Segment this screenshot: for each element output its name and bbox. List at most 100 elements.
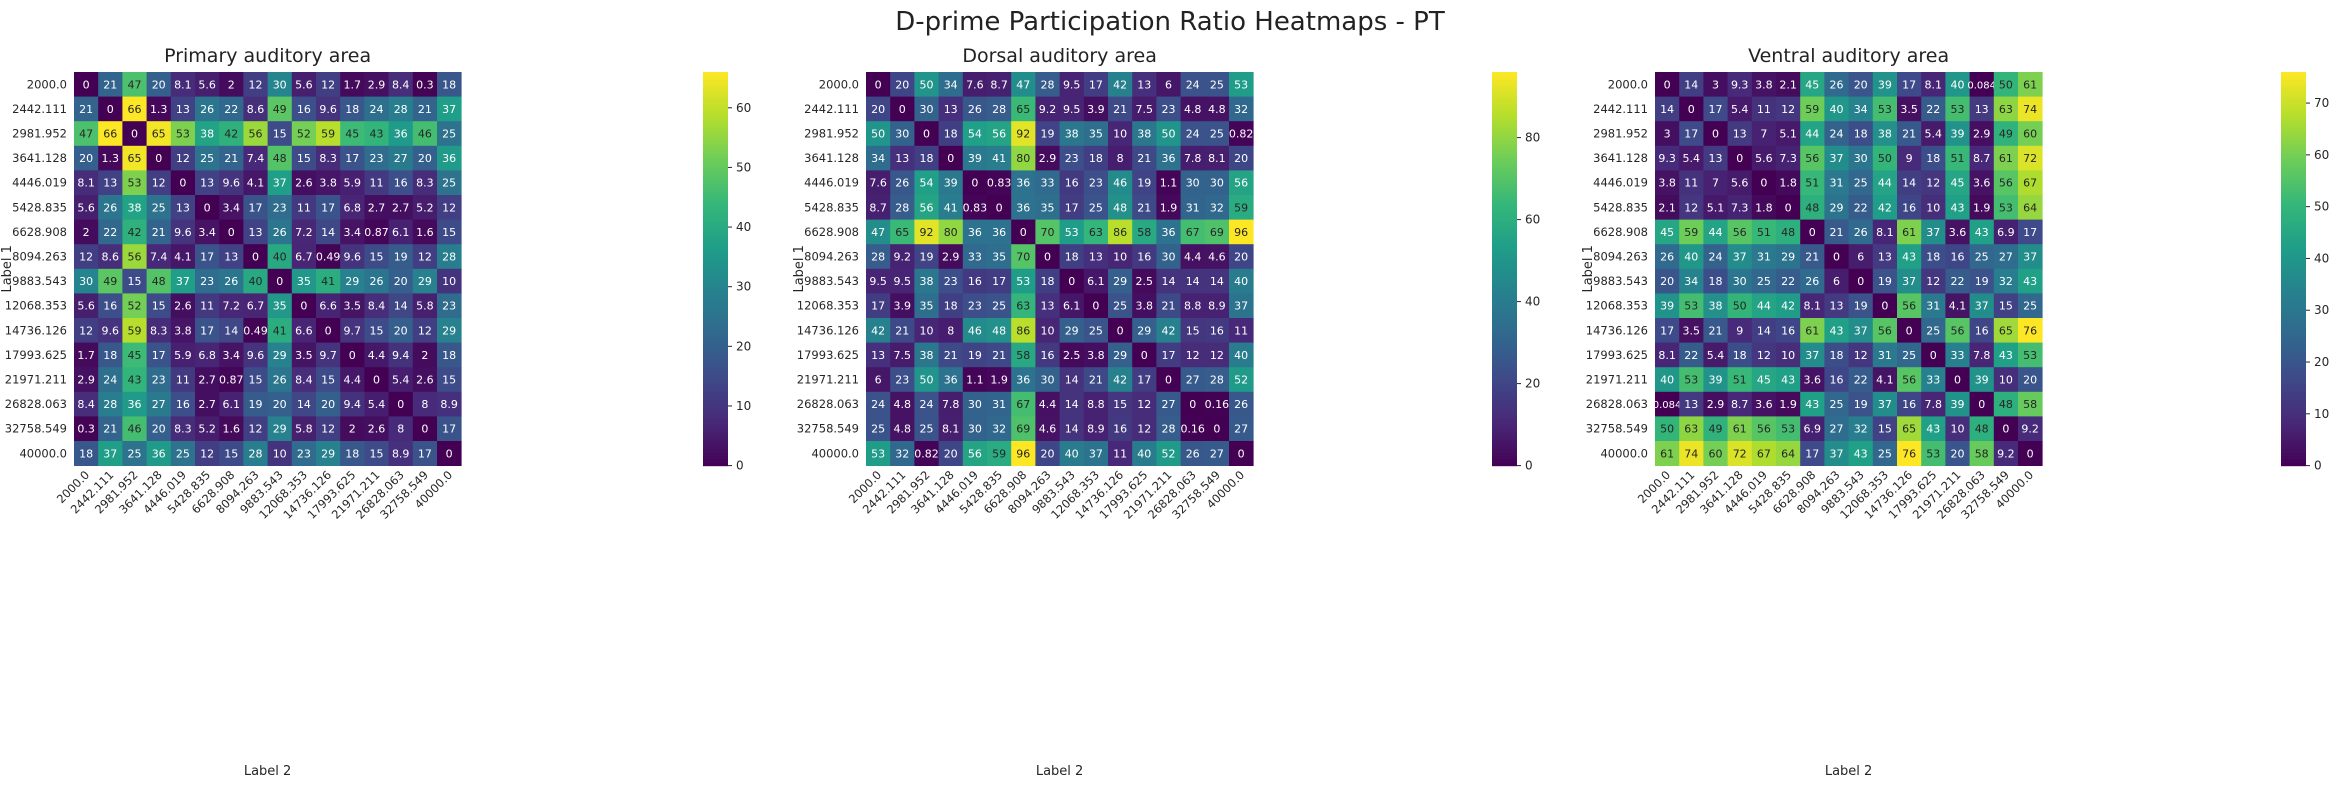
colorbar-segment [2281, 239, 2306, 244]
heatmap-cell [1679, 121, 1704, 147]
cell-value-label: 43 [1805, 398, 1819, 411]
heatmap-cell [987, 268, 1012, 294]
cell-value-label: 44 [1878, 177, 1892, 190]
cell-value-label: 6.6 [295, 324, 313, 337]
colorbar-segment [2281, 160, 2306, 165]
colorbar-segment [2281, 298, 2306, 303]
cell-value-label: 19 [1975, 275, 1989, 288]
cell-value-label: 25 [442, 128, 456, 141]
cell-value-label: 32 [1210, 201, 1224, 214]
heatmap-cell [1011, 441, 1036, 466]
colorbar-segment [1492, 357, 1517, 362]
cell-value-label: 50 [1162, 128, 1176, 141]
cell-value-label: 0 [996, 201, 1003, 214]
cell-value-label: 80 [944, 226, 958, 239]
colorbar-segment [1492, 127, 1517, 132]
colorbar-segment [2281, 268, 2306, 273]
cell-value-label: 10 [1041, 324, 1055, 337]
cell-value-label: 28 [992, 103, 1006, 116]
colorbar-segment [703, 311, 728, 316]
heatmap-cell [1993, 244, 2019, 270]
cell-value-label: 15 [224, 447, 238, 460]
cell-value-label: 29 [1065, 324, 1079, 337]
heatmap-cell [890, 96, 915, 122]
colorbar-segment [703, 416, 728, 421]
heatmap-cell [122, 244, 147, 270]
heatmap-cell [146, 391, 172, 417]
cell-value-label: 19 [968, 349, 982, 362]
heatmap-cell [866, 96, 891, 122]
cell-value-label: 53 [871, 447, 885, 460]
heatmap-cell [1679, 367, 1704, 393]
heatmap-cell [1083, 441, 1109, 466]
colorbar-segment [703, 124, 728, 129]
cell-value-label: 53 [176, 128, 190, 141]
heatmap-cell [1945, 268, 1970, 294]
cell-value-label: 9.5 [894, 275, 912, 288]
heatmap-cell [219, 219, 244, 245]
heatmap-cell [437, 195, 462, 220]
heatmap-cell [1035, 367, 1060, 393]
heatmap-cell [364, 121, 389, 147]
heatmap-cell [291, 96, 317, 122]
heatmap-cell [1848, 219, 1874, 245]
heatmap-cell [1751, 293, 1777, 319]
heatmap-cell [1132, 318, 1157, 343]
colorbar-segment [2281, 206, 2306, 211]
cell-value-label: 0.49 [243, 324, 268, 337]
heatmap-cell [1229, 293, 1254, 319]
heatmap-cell [1727, 121, 1753, 147]
heatmap-cell [170, 121, 196, 147]
colorbar-segment [1492, 252, 1517, 257]
cell-value-label: 47 [128, 78, 142, 91]
colorbar-segment [1492, 117, 1517, 122]
cell-value-label: 46 [968, 324, 982, 337]
heatmap-cell [866, 441, 891, 466]
colorbar-segment [2281, 245, 2306, 250]
colorbar-segment [703, 190, 728, 194]
cell-value-label: 3.5 [1683, 324, 1701, 337]
cell-value-label: 25 [1210, 78, 1224, 91]
colorbar-segment [2281, 167, 2306, 171]
heatmap-cell [1132, 195, 1157, 220]
colorbar-segment [1492, 85, 1517, 89]
heatmap-cell [1083, 244, 1109, 270]
heatmap-cell [122, 96, 147, 122]
colorbar-segment [1492, 327, 1517, 332]
cell-value-label: 38 [128, 201, 142, 214]
x-axis-label: Label 2 [244, 764, 291, 779]
cell-value-label: 72 [2023, 152, 2037, 165]
colorbar-segment [1492, 429, 1517, 434]
cell-value-label: 46 [1113, 177, 1127, 190]
heatmap-cell [1083, 96, 1109, 122]
heatmap-cell [962, 318, 988, 343]
heatmap-cell [1679, 342, 1704, 368]
cell-value-label: 86 [1113, 226, 1127, 239]
cell-value-label: 6.1 [1087, 275, 1105, 288]
cell-value-label: 29 [345, 275, 359, 288]
colorbar-segment [1492, 462, 1517, 467]
colorbar-segment [703, 272, 728, 276]
colorbar-segment [703, 154, 728, 158]
colorbar-tick-label: 30 [2314, 303, 2329, 317]
cell-value-label: 53 [1781, 423, 1795, 436]
cell-value-label: 8.6 [247, 103, 265, 116]
heatmap-cell [1993, 219, 2019, 245]
heatmap-cell [1083, 391, 1109, 417]
cell-value-label: 0 [1954, 374, 1961, 387]
y-tick-label: 6628.908 [1593, 225, 1648, 239]
cell-value-label: 6.7 [295, 251, 313, 264]
cell-value-label: 56 [920, 201, 934, 214]
cell-value-label: 27 [1186, 374, 1200, 387]
cell-value-label: 35 [273, 300, 287, 313]
colorbar-segment [1492, 295, 1517, 299]
heatmap-cell [914, 391, 939, 417]
cell-value-label: 22 [1951, 275, 1965, 288]
colorbar-segment [1492, 101, 1517, 106]
heatmap-cell [914, 367, 939, 393]
cell-value-label: 24 [1186, 78, 1200, 91]
heatmap-cell [987, 219, 1012, 245]
colorbar-segment [2281, 111, 2306, 116]
cell-value-label: 36 [992, 226, 1006, 239]
heatmap-cell [437, 441, 462, 466]
